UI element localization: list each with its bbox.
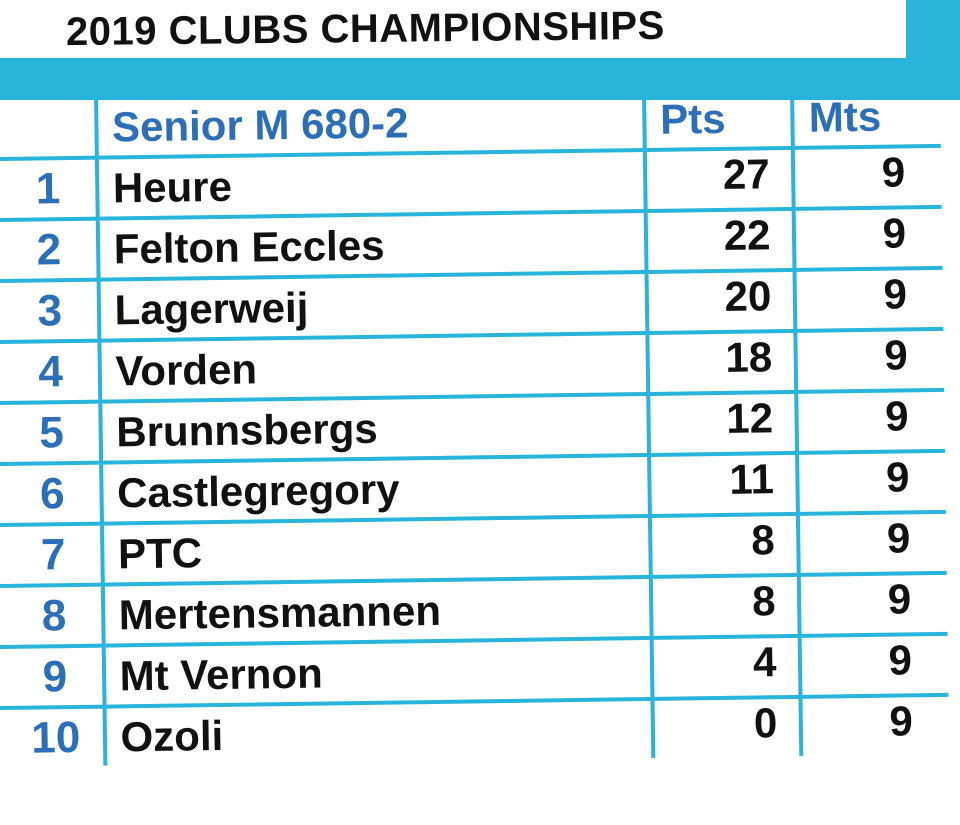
rank-cell: 4 — [0, 340, 100, 404]
rank-cell: 9 — [0, 645, 105, 709]
team-cell: Castlegregory — [100, 454, 650, 524]
matches-cell: 9 — [797, 450, 946, 514]
header-points: Pts — [643, 86, 794, 151]
rank-cell: 3 — [0, 279, 100, 343]
matches-cell: 9 — [798, 511, 947, 575]
rank-cell: 8 — [0, 584, 104, 648]
points-cell: 4 — [651, 635, 801, 699]
team-cell: Ozoli — [104, 698, 654, 766]
points-cell: 20 — [646, 269, 796, 333]
header-division: Senior M 680-2 — [95, 89, 645, 158]
points-cell: 11 — [648, 452, 799, 516]
team-cell: Felton Eccles — [97, 210, 647, 280]
page-title: 2019 CLUBS CHAMPIONSHIPS — [65, 3, 666, 54]
title-banner: 2019 CLUBS CHAMPIONSHIPS — [0, 0, 960, 100]
header-rank — [0, 96, 97, 160]
standings-board: Senior M 680-2 Pts Mts 1 Heure 27 9 2 Fe… — [0, 83, 960, 825]
standings-table: Senior M 680-2 Pts Mts 1 Heure 27 9 2 Fe… — [0, 83, 950, 768]
team-cell: Lagerweij — [98, 271, 648, 341]
table-row: 10 Ozoli 0 9 — [0, 694, 950, 768]
team-cell: Mt Vernon — [103, 637, 653, 707]
matches-cell: 9 — [800, 694, 950, 756]
title-box: 2019 CLUBS CHAMPIONSHIPS — [0, 0, 906, 58]
rank-cell: 5 — [0, 401, 101, 465]
matches-cell: 9 — [795, 328, 945, 392]
team-cell: Mertensmannen — [102, 576, 652, 646]
matches-cell: 9 — [796, 389, 946, 453]
rank-cell: 2 — [0, 218, 99, 282]
rank-cell: 10 — [0, 706, 105, 768]
team-cell: PTC — [101, 515, 651, 585]
matches-cell: 9 — [800, 633, 949, 697]
points-cell: 22 — [645, 208, 795, 272]
team-cell: Heure — [96, 150, 646, 219]
points-cell: 27 — [644, 147, 795, 211]
rank-cell: 6 — [0, 462, 102, 526]
matches-cell: 9 — [799, 572, 948, 636]
points-cell: 12 — [648, 391, 798, 455]
matches-cell: 9 — [793, 145, 942, 209]
team-cell: Brunnsbergs — [99, 393, 649, 463]
points-cell: 0 — [652, 696, 802, 758]
rank-cell: 7 — [0, 523, 103, 587]
points-cell: 8 — [650, 574, 801, 638]
header-matches: Mts — [792, 84, 941, 148]
rank-cell: 1 — [0, 157, 98, 221]
points-cell: 18 — [647, 330, 797, 394]
matches-cell: 9 — [794, 206, 943, 270]
points-cell: 8 — [649, 513, 800, 577]
matches-cell: 9 — [794, 267, 944, 331]
team-cell: Vorden — [99, 332, 649, 402]
